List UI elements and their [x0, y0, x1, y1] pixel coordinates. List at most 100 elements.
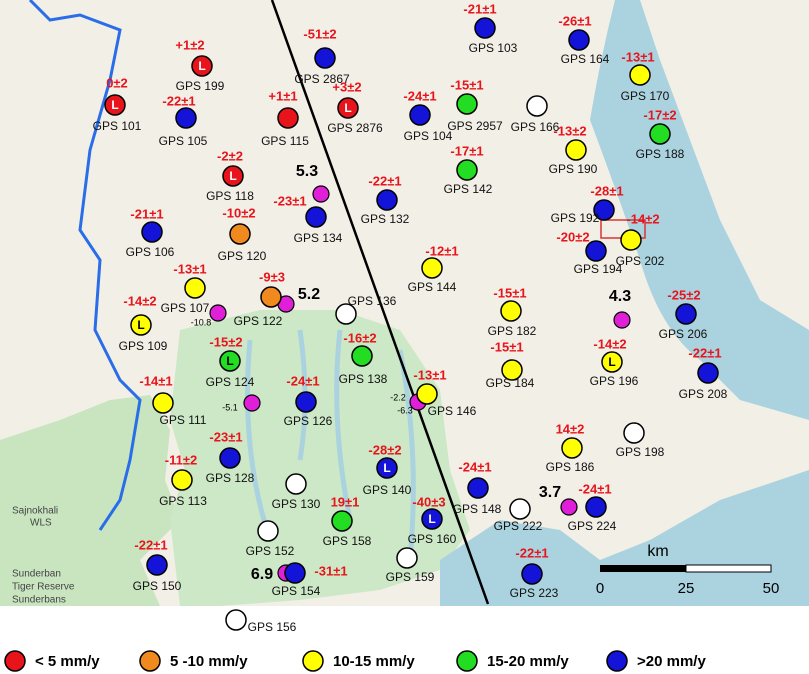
rate-label: -25±2 [667, 287, 700, 302]
legend-swatch [302, 650, 324, 672]
gps-station [474, 17, 496, 39]
gps-station [222, 165, 244, 187]
rate-label: -15±1 [493, 285, 526, 300]
rate-label: -14±1 [139, 373, 172, 388]
gps-station [467, 477, 489, 499]
rate-label: -13±1 [621, 49, 654, 64]
gps-station [175, 107, 197, 129]
gps-station [416, 383, 438, 405]
event-label: -2.2 [390, 392, 406, 402]
station-label: GPS 188 [636, 147, 685, 161]
station-label: GPS 159 [386, 570, 435, 584]
station-label: GPS 208 [679, 387, 728, 401]
rate-label: +3±2 [332, 79, 361, 94]
gps-station [225, 609, 247, 631]
rate-label: 19±1 [331, 494, 360, 509]
gps-station [593, 199, 615, 221]
gps-station [456, 159, 478, 181]
legend-swatch [456, 650, 478, 672]
station-type: L [226, 354, 233, 368]
station-label: GPS 126 [284, 414, 333, 428]
station-label: GPS 190 [549, 162, 598, 176]
station-label: GPS 105 [159, 134, 208, 148]
legend-label: >20 mm/y [637, 653, 706, 670]
rate-label: -15±2 [209, 334, 242, 349]
rate-label: -21±1 [130, 206, 163, 221]
station-label: GPS 104 [404, 129, 453, 143]
rate-label: -9±3 [259, 269, 285, 284]
station-type: L [111, 98, 118, 112]
station-label: GPS 158 [323, 534, 372, 548]
station-label: GPS 124 [206, 375, 255, 389]
gps-station [629, 64, 651, 86]
gps-station [285, 473, 307, 495]
gps-station [396, 547, 418, 569]
event-marker [209, 304, 227, 322]
station-type: L [608, 355, 615, 369]
rate-label: -22±1 [515, 545, 548, 560]
station-label: GPS 224 [568, 519, 617, 533]
station-label: GPS 194 [574, 262, 623, 276]
station-label: GPS 106 [126, 245, 175, 259]
rate-label: -17±2 [643, 107, 676, 122]
rate-label: -15±1 [490, 339, 523, 354]
gps-station [376, 457, 398, 479]
gps-station [305, 206, 327, 228]
rate-label: -23±1 [209, 429, 242, 444]
event-marker [312, 185, 330, 203]
forest-west [0, 395, 180, 606]
station-label: GPS 128 [206, 471, 255, 485]
gps-station [351, 345, 373, 367]
station-label: GPS 132 [361, 212, 410, 226]
rate-label: -24±1 [458, 459, 491, 474]
station-label: GPS 2876 [327, 121, 383, 135]
place-label: WLS [30, 518, 52, 529]
station-label: GPS 156 [248, 620, 297, 634]
station-label: GPS 152 [246, 544, 295, 558]
station-label: GPS 146 [428, 404, 477, 418]
gps-station [260, 286, 282, 308]
rate-label: -22±1 [134, 537, 167, 552]
station-label: GPS 130 [272, 497, 321, 511]
station-label: GPS 2957 [447, 119, 503, 133]
event-marker [243, 394, 261, 412]
gps-station [314, 47, 336, 69]
station-label: GPS 184 [486, 376, 535, 390]
rate-label: -40±3 [412, 494, 445, 509]
place-label: Sunderban [12, 569, 61, 580]
scale-tick: 50 [763, 580, 780, 597]
place-label: Tiger Reserve [12, 582, 75, 593]
gps-station [277, 107, 299, 129]
station-label: GPS 196 [590, 374, 639, 388]
station-label: GPS 103 [469, 41, 518, 55]
gps-station [337, 97, 359, 119]
gps-station [130, 314, 152, 336]
rate-label: -20±2 [556, 229, 589, 244]
rate-label: -21±1 [463, 1, 496, 16]
station-type: L [229, 169, 236, 183]
station-label: GPS 138 [339, 372, 388, 386]
station-label: GPS 107 [161, 301, 210, 315]
station-label: GPS 192 [551, 211, 600, 225]
station-label: GPS 113 [159, 494, 207, 508]
rate-label: -14±2 [123, 293, 156, 308]
gps-station [335, 303, 357, 325]
station-label: GPS 148 [453, 502, 502, 516]
gps-station [620, 229, 642, 251]
rate-label: -28±2 [368, 442, 401, 457]
station-label: GPS 182 [488, 324, 537, 338]
event-marker [613, 311, 631, 329]
gps-station [284, 562, 306, 584]
gps-station [601, 351, 623, 373]
rate-label: +1±1 [268, 88, 297, 103]
event-marker [560, 498, 578, 516]
gps-station [409, 104, 431, 126]
station-type: L [137, 318, 144, 332]
rate-label: -10±2 [222, 205, 255, 220]
gps-station [376, 189, 398, 211]
station-label: GPS 222 [494, 519, 543, 533]
rate-label: -24±1 [286, 373, 319, 388]
gps-station [649, 123, 671, 145]
scale-black [600, 565, 686, 572]
event-label: 6.9 [251, 566, 273, 583]
